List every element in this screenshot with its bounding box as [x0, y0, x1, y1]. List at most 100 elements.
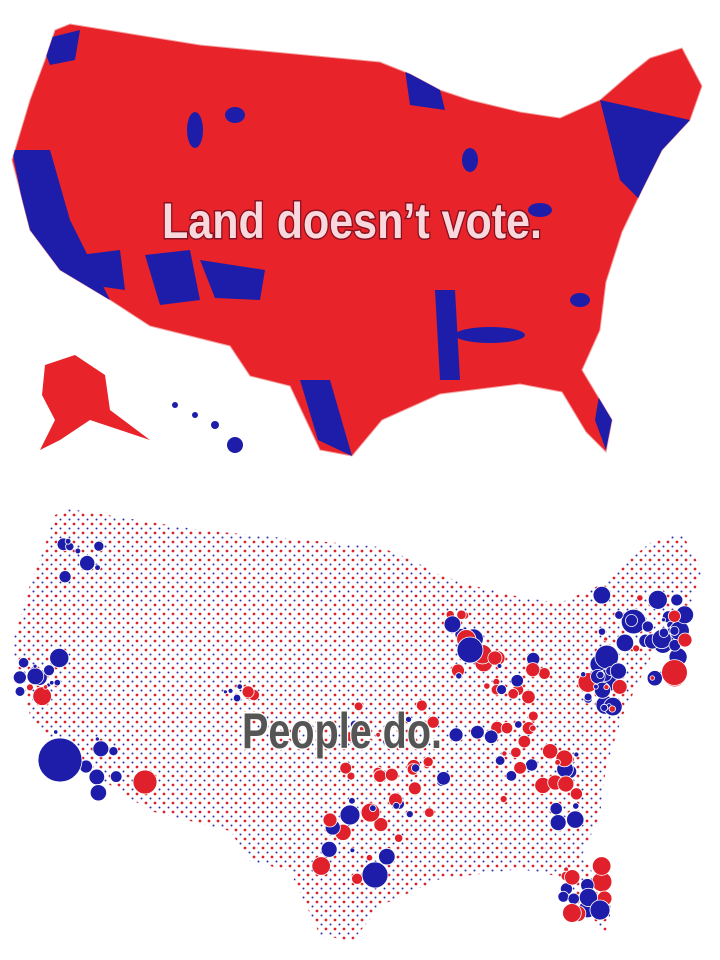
bubble: [26, 667, 45, 686]
bubble: [580, 671, 587, 678]
bubble: [600, 703, 609, 712]
bubble: [353, 701, 364, 712]
blue-county: [405, 70, 445, 110]
bubble: [496, 684, 507, 695]
bubble: [49, 680, 55, 686]
bubble: [88, 768, 106, 786]
bubble: [64, 537, 72, 545]
bubble: [632, 644, 641, 653]
bubble: [339, 804, 361, 826]
bubble: [649, 675, 655, 681]
bubbles: [12, 537, 695, 923]
bubble: [611, 679, 628, 695]
bubble: [566, 810, 585, 829]
bubble: [615, 633, 635, 653]
bubble: [456, 609, 467, 620]
bubble: [667, 609, 681, 623]
blue-county: [455, 327, 525, 343]
bubble: [394, 833, 404, 843]
blue-county: [528, 203, 552, 217]
bubble: [322, 812, 338, 828]
bubble: [375, 732, 381, 738]
bubble: [426, 715, 440, 729]
bubble: [26, 683, 34, 692]
island: [227, 437, 243, 453]
bubble: [669, 625, 680, 636]
caption: People do.: [242, 703, 442, 759]
bubble: [223, 689, 228, 695]
bubble: [500, 721, 514, 735]
bubble: [499, 795, 508, 804]
bubble: [443, 615, 462, 634]
bubble: [538, 667, 551, 680]
bubble: [415, 699, 428, 712]
bubble: [58, 570, 72, 584]
bubble: [554, 759, 561, 766]
bubble: [603, 636, 609, 642]
bubble: [513, 761, 527, 775]
bubble: [408, 781, 422, 796]
bubble: [53, 729, 59, 735]
bubble: [348, 797, 356, 805]
bubble: [578, 887, 598, 907]
bubble: [677, 632, 693, 648]
bubble: [405, 810, 414, 819]
bubble: [608, 705, 616, 713]
bubble: [661, 659, 688, 686]
bubble: [392, 801, 401, 810]
bubble: [42, 684, 49, 690]
bubble: [572, 802, 580, 810]
top-map: Land doesn’t vote.: [11, 23, 703, 457]
bubble: [422, 756, 434, 768]
bubble: [529, 724, 537, 732]
bubble: [361, 861, 389, 889]
bubble: [527, 710, 539, 722]
island: [172, 402, 178, 408]
bubble: [79, 555, 96, 572]
bubble: [562, 903, 582, 923]
bubble: [241, 685, 255, 699]
bubble: [32, 686, 52, 706]
bubble: [344, 731, 356, 743]
bubble: [507, 688, 519, 700]
bubble: [108, 746, 119, 757]
blue-county: [600, 100, 690, 200]
bubble: [236, 683, 243, 690]
bubble: [567, 892, 580, 905]
hawaii: [172, 402, 243, 453]
bubble: [483, 682, 491, 690]
bubble: [405, 715, 412, 723]
alaska: [40, 355, 150, 450]
bubble: [670, 593, 684, 607]
bubble: [351, 872, 364, 885]
bubble: [625, 614, 638, 627]
bubble: [32, 663, 38, 669]
bubble: [359, 724, 369, 734]
bubble: [369, 804, 377, 812]
bubble: [557, 890, 570, 903]
bubble: [349, 719, 360, 729]
bubble: [43, 664, 55, 677]
bubble: [132, 769, 158, 795]
bubble: [12, 670, 27, 685]
bubble: [448, 727, 464, 743]
bubble: [557, 775, 575, 793]
blue-county: [80, 250, 125, 290]
bubble: [424, 807, 435, 818]
bubble: [592, 683, 599, 690]
bubble: [517, 734, 532, 749]
bubble: [597, 627, 607, 636]
bubble: [89, 784, 108, 802]
bubble: [92, 740, 110, 758]
bubble: [311, 856, 331, 876]
bubble: [583, 692, 593, 702]
bubble: [349, 847, 356, 854]
bubble: [470, 724, 485, 740]
bubble: [411, 763, 421, 773]
bubble: [501, 750, 508, 757]
blue-county: [462, 148, 478, 172]
bubble: [514, 720, 523, 729]
bubble: [373, 769, 387, 783]
